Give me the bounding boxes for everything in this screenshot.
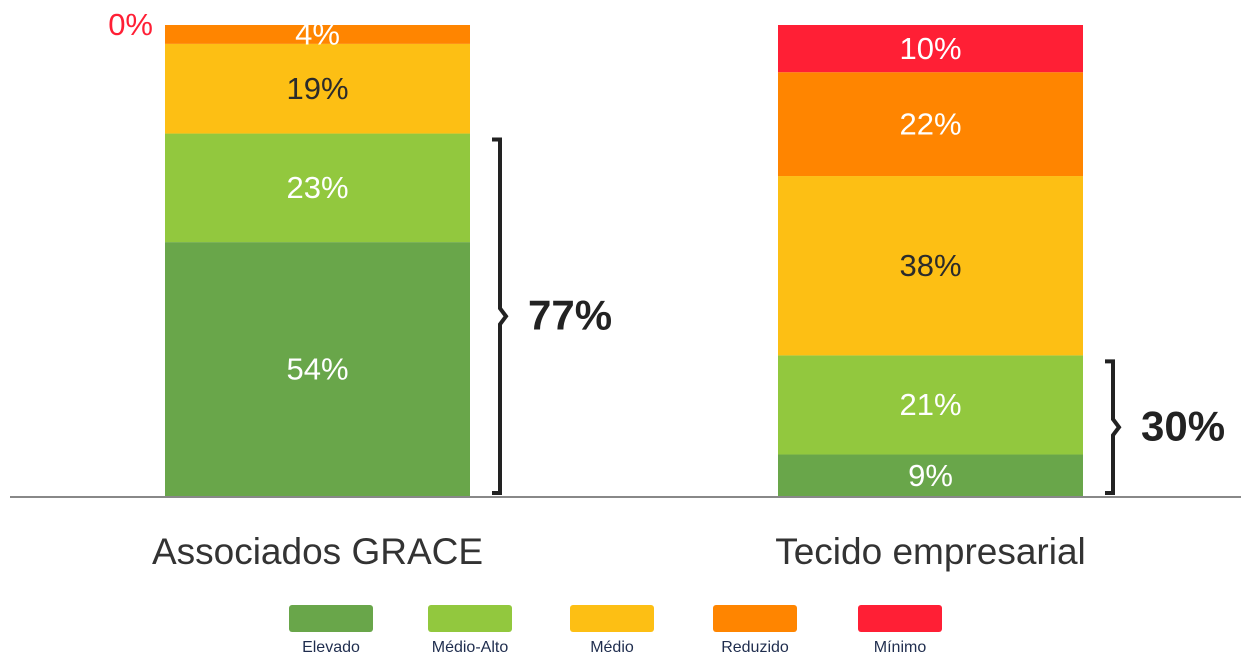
legend-label: Mínimo — [874, 639, 927, 656]
legend-swatch — [289, 605, 373, 632]
bar-segment — [778, 25, 1083, 73]
bar-segment — [165, 25, 470, 44]
bar-segment — [165, 43, 470, 134]
legend-label: Médio-Alto — [432, 639, 509, 656]
annotation: 30% — [1141, 402, 1225, 449]
legend-label: Elevado — [302, 639, 360, 656]
bar-segment — [778, 355, 1083, 455]
legend-swatch — [858, 605, 942, 632]
bar-segment — [165, 133, 470, 243]
value-label: 21% — [899, 387, 961, 422]
value-label: 19% — [286, 71, 348, 106]
brace — [492, 137, 509, 495]
value-label: 10% — [899, 31, 961, 66]
value-label: 4% — [295, 17, 340, 52]
legend-swatch — [570, 605, 654, 632]
value-label: 0% — [108, 7, 153, 42]
x-tick-label: Associados GRACE — [152, 531, 483, 572]
x-tick-label: Tecido empresarial — [775, 531, 1086, 572]
legend-label: Reduzido — [721, 639, 789, 656]
bar-segment — [778, 72, 1083, 177]
annotation: 77% — [528, 291, 612, 338]
value-label: 9% — [908, 458, 953, 493]
brace — [1105, 359, 1122, 495]
value-label: 38% — [899, 248, 961, 283]
value-label: 23% — [286, 170, 348, 205]
bar-segment — [778, 176, 1083, 356]
value-label: 54% — [286, 352, 348, 387]
bar-segment — [778, 454, 1083, 497]
legend-label: Médio — [590, 639, 634, 656]
bar-segment — [165, 242, 470, 497]
legend-swatch — [428, 605, 512, 632]
legend-swatch — [713, 605, 797, 632]
value-label: 22% — [899, 106, 961, 141]
